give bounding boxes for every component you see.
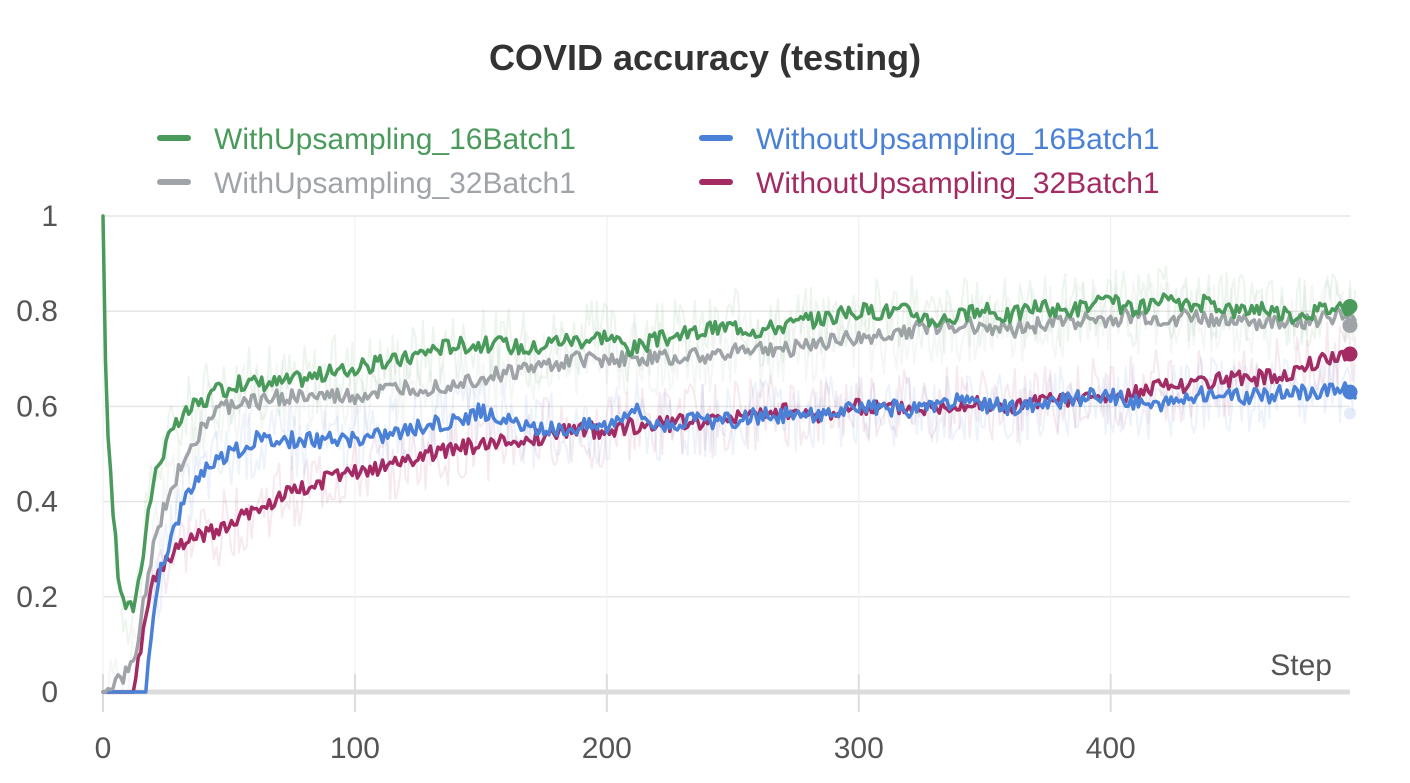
legend-item: WithUpsampling_32Batch1	[157, 167, 576, 200]
legend-label: WithUpsampling_32Batch1	[214, 167, 576, 200]
series-layer	[101, 214, 1357, 694]
legend-item: WithoutUpsampling_32Batch1	[699, 167, 1160, 200]
series-line	[101, 214, 1357, 614]
legend-label: WithoutUpsampling_32Batch1	[756, 167, 1160, 200]
legend-label: WithoutUpsampling_16Batch1	[756, 123, 1160, 156]
chart-title: COVID accuracy (testing)	[489, 37, 921, 78]
legend-label: WithUpsampling_16Batch1	[214, 123, 576, 156]
x-tick-label: 0	[95, 732, 112, 765]
series-raw-end-marker	[1344, 407, 1356, 420]
series-end-marker	[1342, 317, 1358, 333]
y-tick-label: 0.6	[16, 390, 58, 423]
y-tick-label: 0	[41, 676, 58, 709]
x-tick-label: 100	[330, 732, 380, 765]
series-end-marker	[1342, 384, 1358, 400]
y-tick-label: 1	[41, 200, 58, 233]
x-tick-label: 200	[582, 732, 632, 765]
y-tick-label: 0.8	[16, 295, 58, 328]
end-markers	[1342, 298, 1358, 420]
x-tick-label: 300	[834, 732, 884, 765]
grid	[102, 215, 1350, 692]
series-line	[101, 381, 1357, 694]
x-axis-label: Step	[1270, 649, 1332, 682]
x-tick-label: 400	[1086, 732, 1136, 765]
y-tick-label: 0.4	[16, 486, 58, 519]
axes: 0 0.2 0.4 0.6 0.8 1 0 100 200 300 400	[16, 200, 1350, 765]
legend: WithUpsampling_16Batch1 WithUpsampling_32…	[157, 123, 1160, 200]
series-line	[101, 306, 1357, 694]
y-tick-label: 0.2	[16, 581, 58, 614]
series-raw-line	[103, 317, 1356, 693]
legend-item: WithUpsampling_16Batch1	[157, 123, 576, 156]
legend-item: WithoutUpsampling_16Batch1	[699, 123, 1160, 156]
series-end-marker	[1342, 346, 1358, 362]
series-end-marker	[1342, 298, 1358, 314]
